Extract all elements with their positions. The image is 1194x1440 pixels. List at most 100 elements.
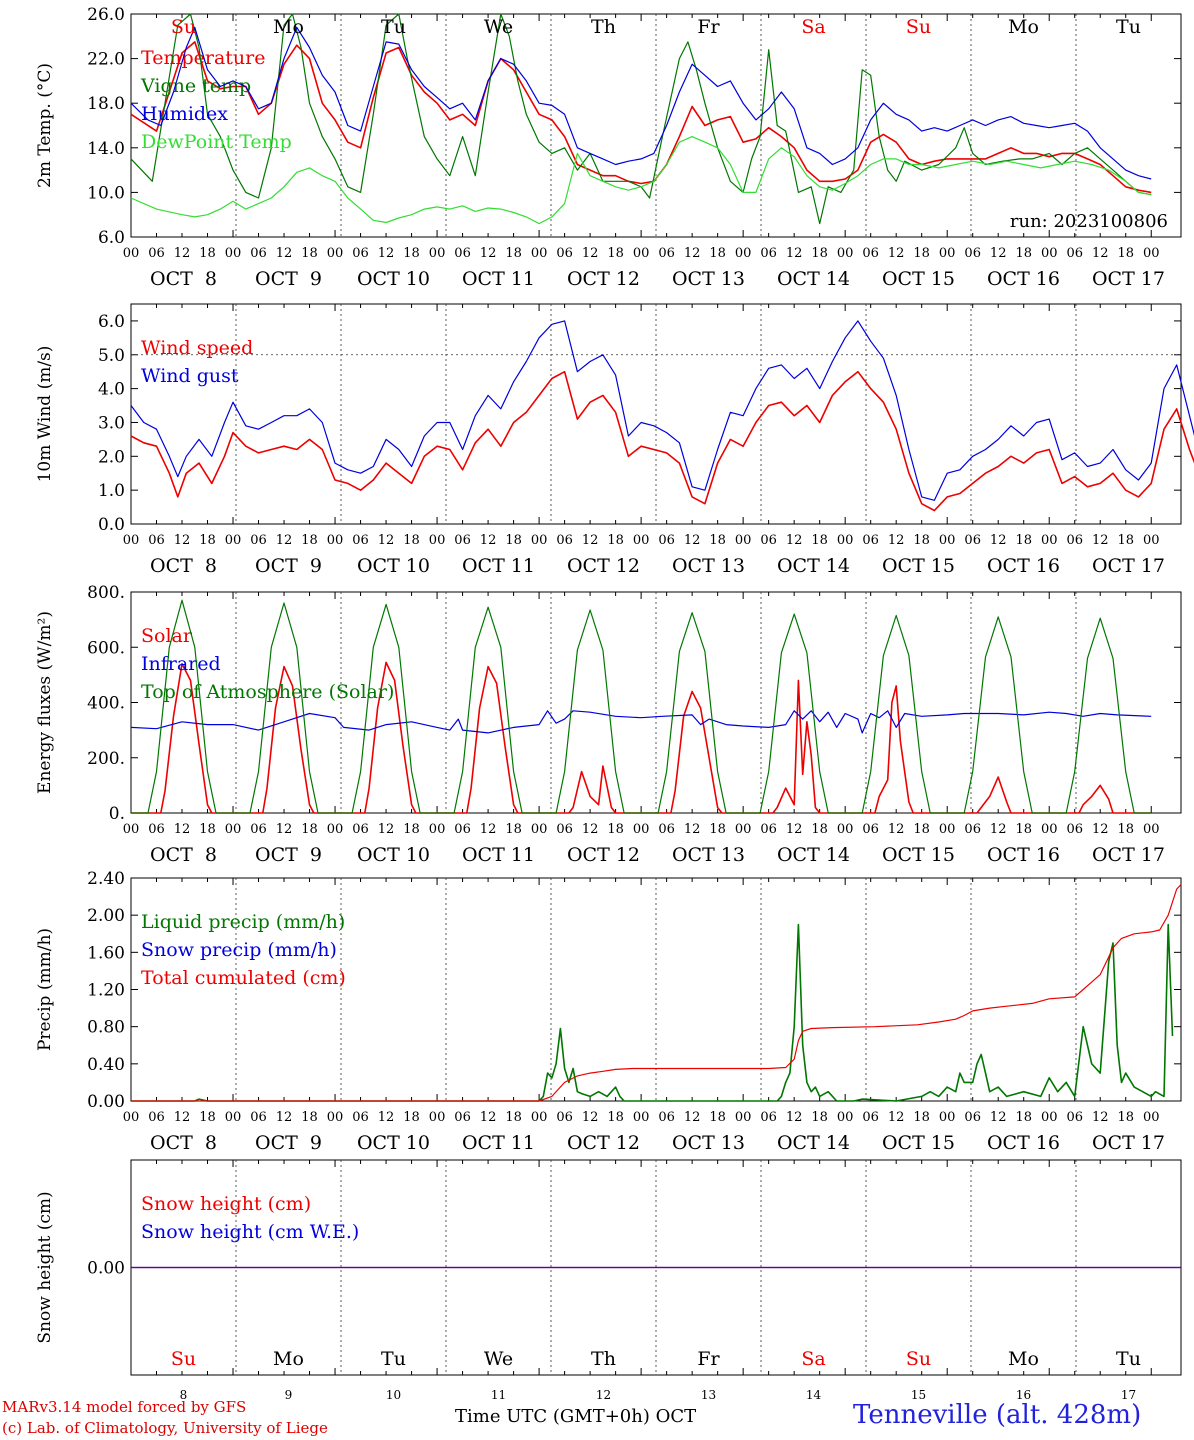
hour-tick-label: 06 — [658, 533, 675, 548]
hour-tick-label: 06 — [148, 1110, 165, 1125]
hour-tick-label: 12 — [174, 822, 191, 837]
hour-tick-label: 18 — [1015, 1110, 1032, 1125]
hour-tick-label: 18 — [709, 246, 726, 261]
weekday-label: Mo — [273, 1348, 304, 1370]
day-number-label: 17 — [1121, 1388, 1136, 1402]
hour-tick-label: 06 — [454, 533, 471, 548]
weekday-label: Fr — [697, 16, 720, 38]
y-axis-label: Precip (mm/h) — [35, 928, 55, 1051]
chart-panel-1: 6.0 10.0 14.0 18.0 22.0 26.0 2m Temp. (°C) Temp… — [35, 5, 1182, 290]
hour-tick-label: 06 — [148, 822, 165, 837]
day-label: OCT 15 — [882, 844, 955, 866]
y-tick-label: 22.0 — [87, 50, 125, 70]
hour-tick-label: 06 — [556, 1110, 573, 1125]
hour-tick-label: 00 — [225, 822, 242, 837]
weekday-label: Mo — [273, 16, 304, 38]
legend-entry: Total cumulated (cm) — [141, 967, 346, 989]
hour-tick-label: 12 — [786, 1110, 803, 1125]
hour-tick-label: 00 — [225, 246, 242, 261]
day-label: OCT 9 — [255, 268, 322, 290]
day-label: OCT 9 — [255, 1132, 322, 1154]
hour-tick-label: 00 — [633, 822, 650, 837]
hour-tick-label: 18 — [607, 533, 624, 548]
hour-tick-label: 00 — [531, 533, 548, 548]
hour-tick-label: 06 — [454, 246, 471, 261]
hour-tick-label: 06 — [862, 533, 879, 548]
hour-tick-label: 06 — [556, 822, 573, 837]
hour-tick-label: 06 — [658, 1110, 675, 1125]
hour-tick-label: 18 — [913, 533, 930, 548]
y-tick-label: 0. — [109, 804, 125, 824]
day-label: OCT 11 — [462, 844, 535, 866]
hour-tick-label: 00 — [1143, 1110, 1160, 1125]
hour-tick-label: 00 — [123, 1110, 140, 1125]
legend-entry: Snow precip (mm/h) — [141, 939, 337, 961]
hour-tick-label: 00 — [837, 533, 854, 548]
hour-tick-label: 12 — [888, 246, 905, 261]
hour-tick-label: 12 — [684, 822, 701, 837]
hour-tick-label: 06 — [760, 1110, 777, 1125]
weekday-label: Tu — [381, 16, 406, 38]
hour-tick-label: 06 — [454, 822, 471, 837]
hour-tick-label: 00 — [633, 533, 650, 548]
hour-tick-label: 00 — [123, 533, 140, 548]
hour-tick-label: 18 — [913, 1110, 930, 1125]
day-label: OCT 16 — [987, 1132, 1060, 1154]
hour-tick-label: 12 — [684, 533, 701, 548]
y-tick-label: 0.40 — [87, 1055, 125, 1075]
hour-tick-label: 12 — [582, 822, 599, 837]
hour-tick-label: 06 — [862, 1110, 879, 1125]
hour-tick-label: 12 — [276, 246, 293, 261]
hour-tick-label: 18 — [403, 1110, 420, 1125]
hour-tick-label: 12 — [990, 533, 1007, 548]
legend-entry: Top of Atmosphere (Solar) — [141, 681, 394, 703]
day-label: OCT 11 — [462, 268, 535, 290]
hour-tick-label: 18 — [199, 533, 216, 548]
hour-tick-label: 18 — [301, 246, 318, 261]
hour-tick-label: 00 — [531, 246, 548, 261]
day-label: OCT 12 — [567, 268, 640, 290]
hour-tick-label: 00 — [939, 1110, 956, 1125]
y-tick-label: 3.0 — [98, 413, 125, 433]
y-tick-label: 200. — [87, 749, 125, 769]
hour-tick-label: 00 — [1143, 822, 1160, 837]
hour-tick-label: 18 — [913, 246, 930, 261]
hour-tick-label: 06 — [454, 1110, 471, 1125]
day-label: OCT 10 — [357, 1132, 430, 1154]
hour-tick-label: 12 — [1092, 246, 1109, 261]
chart-panel-3: 0. 200. 400. 600. 800. Energy fluxes (W/m²) So… — [35, 583, 1182, 866]
day-label: OCT 8 — [150, 844, 217, 866]
hour-tick-label: 12 — [276, 1110, 293, 1125]
hour-tick-label: 18 — [403, 246, 420, 261]
series-line-1 — [131, 923, 1174, 1102]
day-label: OCT 15 — [882, 268, 955, 290]
hour-tick-label: 00 — [429, 822, 446, 837]
hour-tick-label: 18 — [1015, 533, 1032, 548]
weekday-label: Su — [906, 16, 931, 38]
series-line-1 — [130, 370, 1194, 512]
y-tick-label: 400. — [87, 694, 125, 714]
day-label: OCT 12 — [567, 1132, 640, 1154]
hour-tick-label: 00 — [939, 822, 956, 837]
series-line-3 — [131, 599, 1152, 814]
hour-tick-label: 00 — [633, 1110, 650, 1125]
hour-tick-label: 00 — [531, 822, 548, 837]
day-label: OCT 14 — [777, 844, 850, 866]
day-label: OCT 8 — [150, 268, 217, 290]
hour-tick-label: 06 — [760, 822, 777, 837]
day-label: OCT 10 — [357, 268, 430, 290]
hour-tick-label: 06 — [964, 246, 981, 261]
y-tick-label: 1.0 — [98, 481, 125, 501]
legend-entry: Liquid precip (mm/h) — [141, 911, 345, 933]
day-label: OCT 15 — [882, 555, 955, 577]
hour-tick-label: 18 — [301, 533, 318, 548]
hour-tick-label: 00 — [939, 533, 956, 548]
day-label: OCT 17 — [1092, 1132, 1165, 1154]
hour-tick-label: 18 — [505, 533, 522, 548]
hour-tick-label: 00 — [735, 822, 752, 837]
hour-tick-label: 12 — [786, 246, 803, 261]
hour-tick-label: 18 — [1117, 533, 1134, 548]
y-tick-label: 0.80 — [87, 1018, 125, 1038]
y-tick-label: 6.0 — [98, 312, 125, 332]
